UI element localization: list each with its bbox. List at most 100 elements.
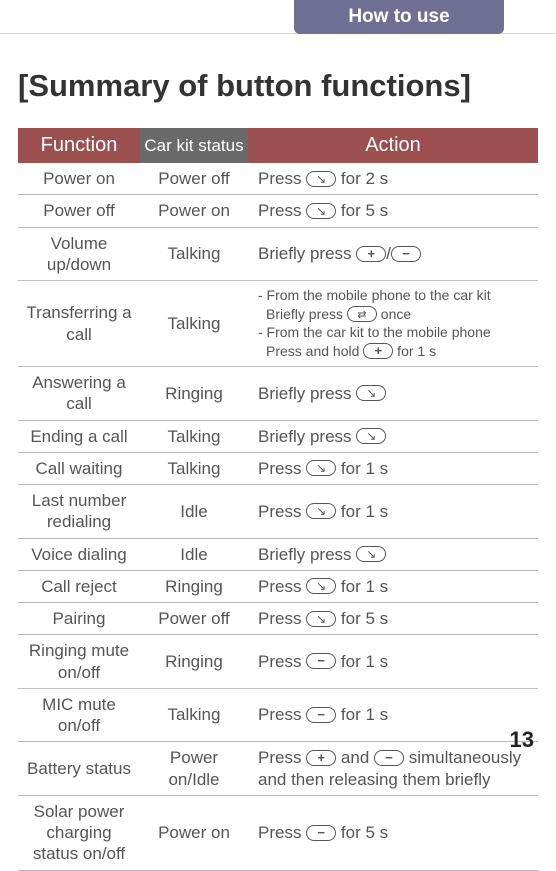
action-text: for 1 s	[336, 459, 388, 478]
action-cell: Briefly press	[248, 367, 538, 421]
action-text: Press	[258, 823, 306, 842]
table-row: Power onPower offPress for 2 s	[18, 163, 538, 195]
action-cell: Press for 2 s	[248, 163, 538, 195]
status-cell: Power on/Idle	[140, 742, 248, 796]
table-row: Last number redialingIdlePress for 1 s	[18, 485, 538, 539]
function-cell: Power off	[18, 195, 140, 227]
table-row: Solar power charging status on/offPower …	[18, 795, 538, 870]
status-cell: Talking	[140, 452, 248, 484]
plus-icon	[356, 246, 386, 262]
tab-bar: How to use	[0, 0, 556, 34]
table-row: Answering a callRingingBriefly press	[18, 367, 538, 421]
action-text: Press	[258, 748, 306, 767]
table-row: Power offPower onPress for 5 s	[18, 195, 538, 227]
status-cell: Power off	[140, 163, 248, 195]
minus-icon	[306, 707, 336, 723]
action-text: for 2 s	[336, 169, 388, 188]
action-cell: Press for 1 s	[248, 452, 538, 484]
phone-icon	[306, 503, 336, 519]
function-cell: Solar power charging status on/off	[18, 795, 140, 870]
action-text: Press	[258, 201, 306, 220]
plus-icon	[363, 343, 393, 359]
action-text: for 5 s	[336, 823, 388, 842]
action-cell: Press for 5 s	[248, 603, 538, 635]
header-function: Function	[18, 128, 140, 163]
status-cell: Talking	[140, 420, 248, 452]
function-cell: Last number redialing	[18, 485, 140, 539]
action-cell: Press for 1 s	[248, 485, 538, 539]
action-cell: Press for 1 s	[248, 635, 538, 689]
action-cell: Press for 5 s	[248, 195, 538, 227]
action-text: Briefly press	[258, 384, 356, 403]
minus-icon	[374, 750, 404, 766]
function-cell: Call waiting	[18, 452, 140, 484]
action-text: Briefly press	[258, 427, 356, 446]
how-to-use-tab: How to use	[294, 0, 504, 34]
header-status: Car kit status	[140, 128, 248, 163]
action-cell: Press for 1 s	[248, 570, 538, 602]
action-cell: - From the mobile phone to the car kitBr…	[248, 281, 538, 367]
table-row: Ringing mute on/offRingingPress for 1 s	[18, 635, 538, 689]
action-text: Press	[258, 609, 306, 628]
phone-icon	[306, 460, 336, 476]
status-cell: Talking	[140, 281, 248, 367]
function-cell: Ringing mute on/off	[18, 635, 140, 689]
page-number: 13	[510, 727, 534, 753]
action-text: Briefly press	[258, 244, 356, 263]
table-row: MIC mute on/offTalkingPress for 1 s	[18, 688, 538, 742]
function-cell: Transferring a call	[18, 281, 140, 367]
action-cell: Press and simultaneously and then releas…	[248, 742, 538, 796]
action-cell: Press for 1 s	[248, 688, 538, 742]
minus-icon	[306, 653, 336, 669]
plus-icon	[306, 750, 336, 766]
table-row: Call rejectRingingPress for 1 s	[18, 570, 538, 602]
status-cell: Power on	[140, 195, 248, 227]
table-row: Call waitingTalkingPress for 1 s	[18, 452, 538, 484]
action-cell: Briefly press	[248, 420, 538, 452]
table-row: Transferring a callTalking- From the mob…	[18, 281, 538, 367]
action-text: Press	[258, 169, 306, 188]
action-text: Press	[258, 705, 306, 724]
action-text: for 1 s	[336, 502, 388, 521]
action-text: Briefly press	[258, 545, 356, 564]
action-text: - From the mobile phone to the car kit	[258, 287, 532, 305]
action-text: - From the car kit to the mobile phone	[258, 324, 532, 342]
function-cell: Volume up/down	[18, 227, 140, 281]
status-cell: Ringing	[140, 570, 248, 602]
minus-icon	[391, 246, 421, 262]
table-row: Ending a callTalking Briefly press	[18, 420, 538, 452]
phone-icon	[356, 546, 386, 562]
table-row: Battery statusPower on/IdlePress and sim…	[18, 742, 538, 796]
status-cell: Idle	[140, 485, 248, 539]
table-row: PairingPower offPress for 5 s	[18, 603, 538, 635]
action-text: for 1 s	[336, 652, 388, 671]
status-cell: Talking	[140, 688, 248, 742]
function-cell: Voice dialing	[18, 538, 140, 570]
header-action: Action	[248, 128, 538, 163]
table-header-row: Function Car kit status Action	[18, 128, 538, 163]
status-cell: Power on	[140, 795, 248, 870]
action-text: Press	[258, 502, 306, 521]
action-text: Press	[258, 652, 306, 671]
phone-icon	[356, 428, 386, 444]
action-text: for 1 s	[336, 577, 388, 596]
status-cell: Power off	[140, 603, 248, 635]
transfer-icon	[347, 306, 377, 322]
function-cell: Ending a call	[18, 420, 140, 452]
action-cell: Press for 5 s	[248, 795, 538, 870]
action-text: for 5 s	[336, 201, 388, 220]
status-cell: Ringing	[140, 635, 248, 689]
status-cell: Talking	[140, 227, 248, 281]
page-title: [Summary of button functions]	[18, 68, 471, 104]
table-row: Volume up/downTalkingBriefly press /	[18, 227, 538, 281]
phone-icon	[306, 611, 336, 627]
function-cell: Power on	[18, 163, 140, 195]
table-body: Power onPower offPress for 2 sPower offP…	[18, 163, 538, 870]
function-cell: Answering a call	[18, 367, 140, 421]
action-text: for 5 s	[336, 609, 388, 628]
action-text: for 1 s	[336, 705, 388, 724]
action-text: Press	[258, 577, 306, 596]
action-text: Press and hold for 1 s	[258, 343, 532, 361]
phone-icon	[306, 171, 336, 187]
minus-icon	[306, 825, 336, 841]
